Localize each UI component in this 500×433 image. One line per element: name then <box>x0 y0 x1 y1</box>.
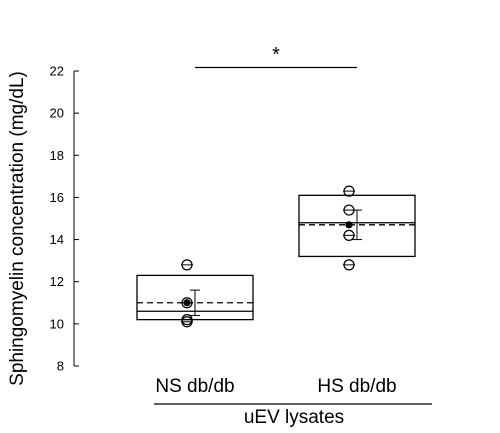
boxes-layer <box>136 185 416 328</box>
y-tick-label: 18 <box>50 148 64 163</box>
labels-layer: Sphingomyelin concentration (mg/dL) NS db… <box>7 44 432 428</box>
y-tick-label: 22 <box>50 64 64 79</box>
y-tick-label: 16 <box>50 190 64 205</box>
box-group <box>136 259 254 328</box>
x-category-label: HS db/db <box>317 376 396 397</box>
axes: 8 10 12 14 16 18 20 22 <box>50 64 79 374</box>
x-axis-label: uEV lysates <box>244 407 344 428</box>
y-tick-label: 8 <box>57 359 64 374</box>
y-tick-label: 20 <box>50 106 64 121</box>
box-group <box>298 185 416 271</box>
y-tick-label: 12 <box>50 274 64 289</box>
mean-dot <box>183 299 191 307</box>
x-category-label: NS db/db <box>155 376 234 397</box>
significance-star: * <box>272 44 280 66</box>
y-axis-label: Sphingomyelin concentration (mg/dL) <box>7 71 28 386</box>
y-tick-label: 14 <box>50 232 64 247</box>
y-tick-label: 10 <box>50 316 64 331</box>
box-rect <box>298 194 416 258</box>
box-rect <box>136 274 254 321</box>
mean-dot <box>345 221 353 229</box>
